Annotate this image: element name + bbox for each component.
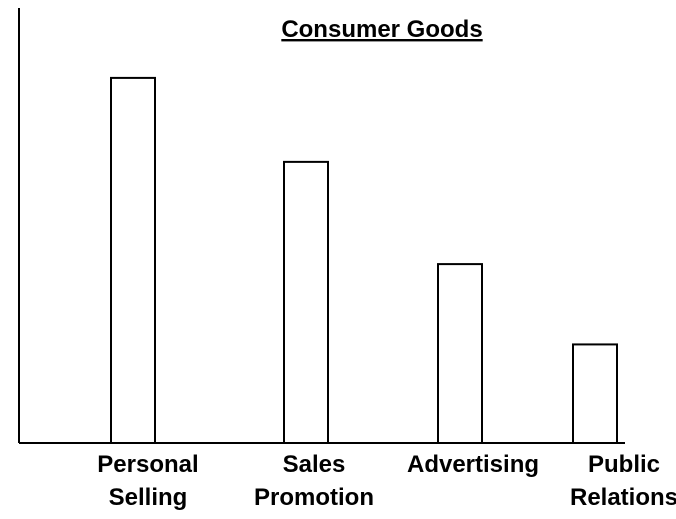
x-tick-labels: Personal Selling Sales Promotion Advertising… <box>97 451 676 511</box>
chart-title: Consumer Goods <box>281 16 482 43</box>
x-tick-label-1-1: Promotion <box>254 484 374 511</box>
bar-1 <box>283 160 329 445</box>
x-tick-label-0-0: Personal <box>97 451 198 478</box>
bar-0 <box>110 76 156 444</box>
x-tick-label-2-0: Advertising <box>407 451 539 478</box>
x-tick-label-0-1: Selling <box>109 484 188 511</box>
x-tick-label-1-0: Sales <box>283 451 346 478</box>
bar-2 <box>437 263 483 444</box>
bar-3 <box>572 343 618 444</box>
x-tick-label-3-0: Public <box>588 451 660 478</box>
bar-series <box>110 76 618 445</box>
x-tick-label-3-1: Relations <box>570 484 676 511</box>
